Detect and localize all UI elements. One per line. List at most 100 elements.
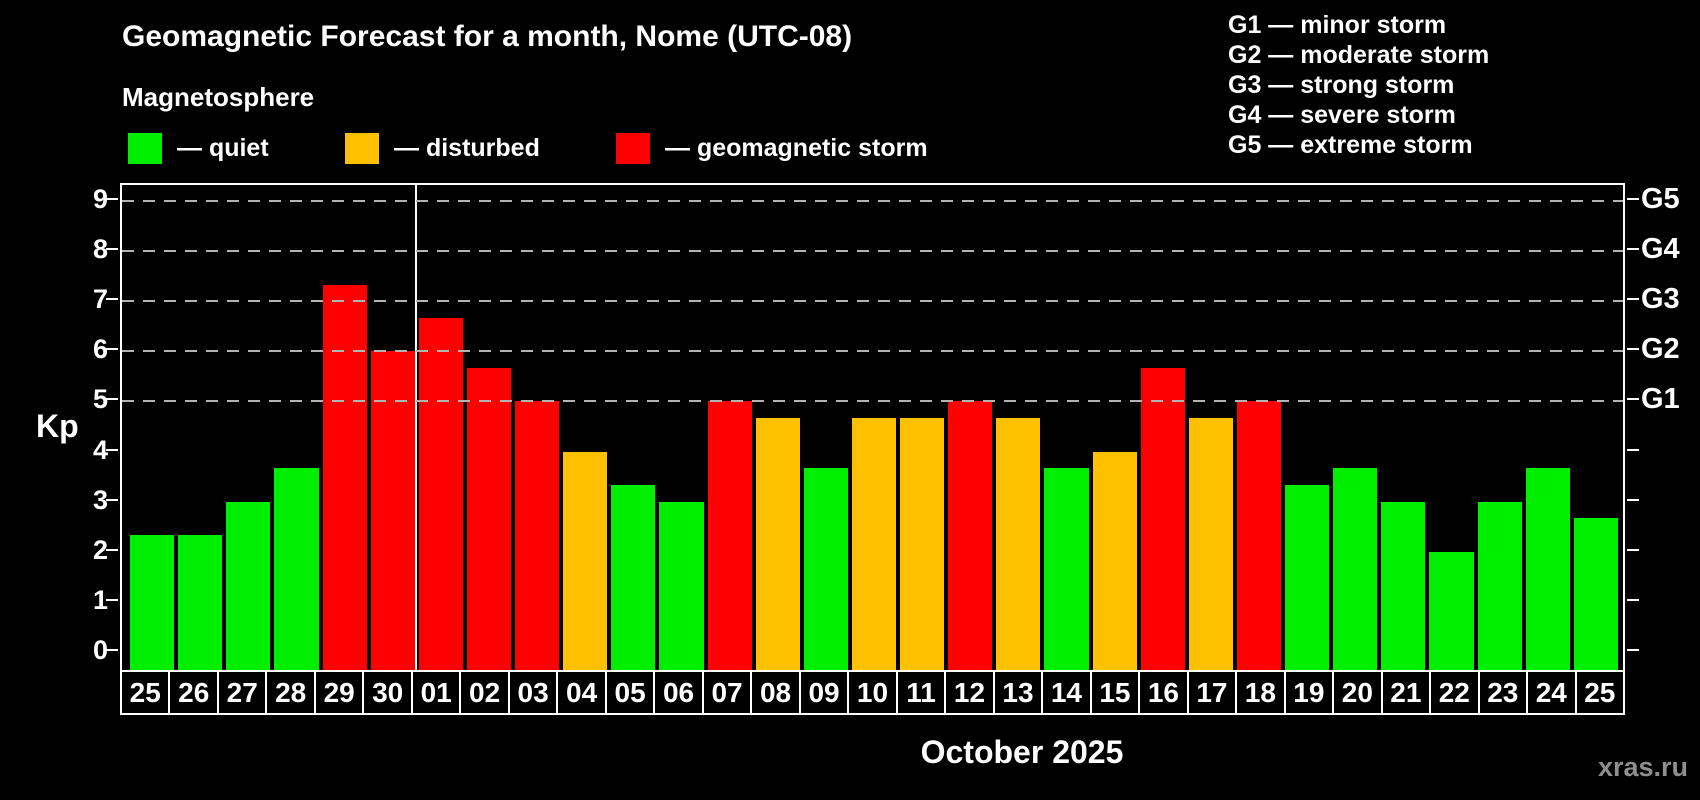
y-tick-label-4: 4 bbox=[92, 434, 108, 465]
bar-day-04 bbox=[563, 452, 608, 670]
bar-day-06 bbox=[659, 502, 704, 670]
g-scale-legend: G1 — minor storm G2 — moderate storm G3 … bbox=[1228, 10, 1489, 160]
y-axis-tick-left-9 bbox=[106, 198, 118, 200]
bar-day-09 bbox=[803, 468, 848, 670]
y-axis-tick-right-1 bbox=[1627, 598, 1639, 601]
y-axis-tick-left-3 bbox=[106, 498, 118, 501]
y-tick-label-7: 7 bbox=[92, 284, 108, 315]
y-axis-tick-left-6 bbox=[106, 348, 118, 351]
disturbed-color-swatch bbox=[345, 132, 379, 164]
y-tick-label-5: 5 bbox=[92, 384, 108, 415]
y-tick-label-1: 1 bbox=[92, 584, 108, 615]
bar-day-18 bbox=[1236, 401, 1281, 670]
day-cell-16: 16 bbox=[1138, 672, 1186, 713]
y-axis-tick-right-4 bbox=[1627, 448, 1639, 451]
bar-day-02 bbox=[466, 368, 511, 670]
day-cell-11: 11 bbox=[895, 672, 944, 713]
day-cell-18: 18 bbox=[1235, 672, 1283, 713]
day-cell-28: 28 bbox=[265, 672, 313, 713]
bar-day-16 bbox=[1140, 368, 1185, 670]
day-cell-14: 14 bbox=[1041, 672, 1089, 713]
month-separator-line bbox=[415, 185, 417, 670]
bar-day-27 bbox=[226, 502, 271, 670]
day-cell-20: 20 bbox=[1332, 672, 1380, 713]
legend-item-quiet: — quiet bbox=[128, 132, 269, 164]
bar-day-28 bbox=[274, 468, 319, 670]
day-cell-05: 05 bbox=[604, 672, 653, 713]
g-legend-line-g5: G5 — extreme storm bbox=[1228, 131, 1473, 159]
bar-day-29 bbox=[322, 285, 367, 670]
g-axis-label-G4: G4 bbox=[1641, 233, 1680, 266]
magnetosphere-label: Magnetosphere bbox=[122, 82, 315, 112]
bar-day-08 bbox=[755, 418, 800, 670]
legend-label-quiet: — quiet bbox=[177, 133, 269, 162]
y-axis-tick-left-4 bbox=[106, 448, 118, 451]
y-axis-tick-right-7 bbox=[1627, 298, 1639, 301]
y-axis-tick-right-8 bbox=[1627, 248, 1639, 251]
bar-day-15 bbox=[1092, 452, 1137, 670]
day-cell-25: 25 bbox=[1574, 672, 1623, 713]
day-cell-26: 26 bbox=[168, 672, 216, 713]
day-cell-24: 24 bbox=[1526, 672, 1574, 713]
y-axis-tick-right-0 bbox=[1627, 649, 1639, 651]
bar-day-19 bbox=[1285, 485, 1330, 670]
g-legend-line-g1: G1 — minor storm bbox=[1228, 11, 1447, 39]
y-axis-tick-right-5 bbox=[1627, 398, 1639, 401]
gridline-kp-6 bbox=[122, 350, 1623, 353]
bar-day-10 bbox=[851, 418, 896, 670]
bar-day-12 bbox=[948, 401, 993, 670]
watermark: xras.ru bbox=[1597, 752, 1688, 782]
day-cell-25: 25 bbox=[129, 676, 161, 708]
bar-day-25 bbox=[130, 535, 175, 670]
day-cell-08: 08 bbox=[750, 672, 798, 713]
legend-label-disturbed: — disturbed bbox=[394, 133, 540, 162]
gridline-kp-7 bbox=[122, 300, 1623, 303]
day-cell-22: 22 bbox=[1429, 672, 1477, 713]
bar-day-30 bbox=[370, 351, 415, 670]
y-axis-tick-right-6 bbox=[1627, 348, 1639, 351]
g-axis-label-G3: G3 bbox=[1641, 283, 1680, 316]
y-axis-tick-left-0 bbox=[106, 649, 118, 651]
bar-day-22 bbox=[1429, 552, 1474, 670]
legend-item-storm: — geomagnetic storm bbox=[616, 132, 928, 164]
day-cell-12: 12 bbox=[944, 672, 992, 713]
gridline-kp-8 bbox=[122, 250, 1623, 253]
gridline-kp-5 bbox=[122, 400, 1623, 403]
g-axis-label-G2: G2 bbox=[1641, 333, 1680, 366]
day-cell-03: 03 bbox=[507, 672, 556, 713]
day-cell-27: 27 bbox=[216, 672, 265, 713]
y-axis-tick-left-2 bbox=[106, 548, 118, 551]
y-axis-title: Kp bbox=[36, 408, 79, 444]
day-cell-06: 06 bbox=[653, 672, 701, 713]
y-axis-tick-left-1 bbox=[106, 598, 118, 601]
y-axis-tick-right-3 bbox=[1627, 498, 1639, 501]
bar-day-11 bbox=[900, 418, 945, 670]
bar-day-07 bbox=[707, 401, 752, 670]
day-cell-19: 19 bbox=[1283, 672, 1332, 713]
day-cell-21: 21 bbox=[1380, 672, 1429, 713]
day-cell-10: 10 bbox=[847, 672, 895, 713]
y-axis-tick-right-2 bbox=[1627, 548, 1639, 551]
y-axis-tick-left-8 bbox=[106, 248, 118, 251]
g-legend-line-g4: G4 — severe storm bbox=[1228, 101, 1456, 129]
y-tick-label-8: 8 bbox=[92, 234, 108, 265]
bar-day-20 bbox=[1333, 468, 1378, 670]
day-cell-15: 15 bbox=[1089, 672, 1138, 713]
y-axis-tick-right-9 bbox=[1627, 198, 1639, 200]
bar-day-24 bbox=[1525, 468, 1570, 670]
y-tick-label-3: 3 bbox=[92, 484, 108, 515]
day-cell-04: 04 bbox=[556, 672, 604, 713]
g-axis-label-G5: G5 bbox=[1641, 183, 1680, 215]
bar-day-23 bbox=[1477, 502, 1522, 670]
y-tick-label-9: 9 bbox=[92, 184, 108, 214]
legend-item-disturbed: — disturbed bbox=[345, 132, 540, 164]
bar-day-21 bbox=[1381, 502, 1426, 670]
bar-day-17 bbox=[1188, 418, 1233, 670]
g-legend-line-g3: G3 — strong storm bbox=[1228, 71, 1455, 99]
gridline-kp-9 bbox=[122, 200, 1623, 202]
bar-day-05 bbox=[611, 485, 656, 670]
bars-container bbox=[130, 185, 1618, 670]
day-cell-23: 23 bbox=[1477, 672, 1526, 713]
day-cell-09: 09 bbox=[798, 672, 847, 713]
